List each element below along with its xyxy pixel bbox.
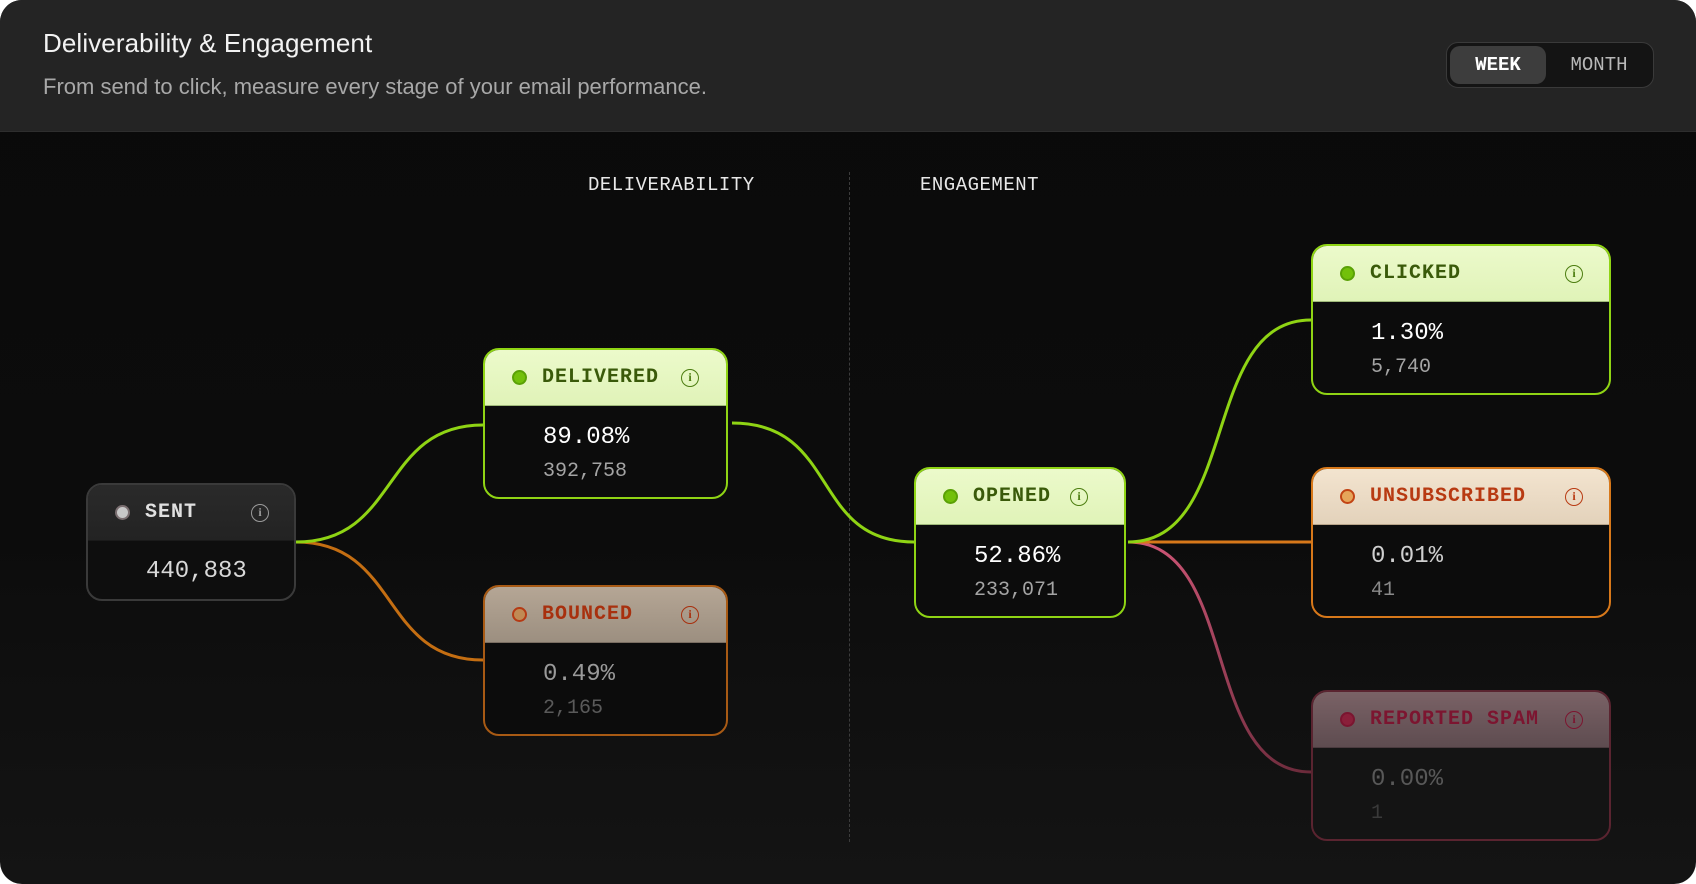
node-unsubscribed-count: 41 — [1371, 579, 1396, 602]
node-opened-percent: 52.86% — [974, 543, 1061, 570]
node-unsubscribed-label: UNSUBSCRIBED — [1370, 485, 1527, 508]
node-bounced[interactable]: BOUNCED i 0.49% 2,165 — [483, 585, 728, 736]
node-bounced-header: BOUNCED i — [485, 587, 726, 643]
status-dot-icon — [512, 370, 527, 385]
node-sent[interactable]: SENT i 440,883 — [86, 483, 296, 601]
link-sent-bounced — [295, 540, 484, 662]
node-clicked-header: CLICKED i — [1313, 246, 1609, 302]
info-icon[interactable]: i — [681, 605, 699, 624]
node-delivered-header: DELIVERED i — [485, 350, 726, 406]
card-subtitle: From send to click, measure every stage … — [43, 74, 707, 99]
status-dot-icon — [1340, 266, 1355, 281]
node-opened-label: OPENED — [973, 485, 1052, 508]
info-icon[interactable]: i — [251, 503, 269, 522]
status-dot-icon — [115, 505, 130, 520]
node-reported-spam-count: 1 — [1371, 802, 1384, 825]
card-header: Deliverability & Engagement From send to… — [0, 0, 1696, 132]
node-unsubscribed-percent: 0.01% — [1371, 543, 1444, 570]
period-option-week[interactable]: WEEK — [1450, 46, 1546, 84]
link-opened-clicked — [1127, 318, 1312, 544]
node-reported-spam[interactable]: REPORTED SPAM i 0.00% 1 — [1311, 690, 1611, 841]
node-opened-count: 233,071 — [974, 579, 1059, 602]
node-clicked-label: CLICKED — [1370, 262, 1462, 285]
card-title: Deliverability & Engagement — [43, 28, 373, 58]
node-clicked-percent: 1.30% — [1371, 320, 1444, 347]
node-bounced-percent: 0.49% — [543, 661, 616, 688]
info-icon[interactable]: i — [1565, 487, 1583, 506]
node-clicked[interactable]: CLICKED i 1.30% 5,740 — [1311, 244, 1611, 395]
node-opened[interactable]: OPENED i 52.86% 233,071 — [914, 467, 1126, 618]
info-icon[interactable]: i — [1565, 264, 1583, 283]
node-reported-spam-label: REPORTED SPAM — [1370, 708, 1540, 731]
node-bounced-label: BOUNCED — [542, 603, 634, 626]
info-icon[interactable]: i — [1565, 710, 1583, 729]
node-clicked-count: 5,740 — [1371, 356, 1432, 379]
status-dot-icon — [512, 607, 527, 622]
node-sent-header: SENT i — [88, 485, 294, 541]
node-bounced-count: 2,165 — [543, 697, 604, 720]
node-opened-header: OPENED i — [916, 469, 1124, 525]
node-sent-value: 440,883 — [146, 558, 247, 585]
node-delivered-label: DELIVERED — [542, 366, 660, 389]
node-delivered-percent: 89.08% — [543, 424, 630, 451]
node-sent-label: SENT — [145, 501, 198, 524]
node-unsubscribed[interactable]: UNSUBSCRIBED i 0.01% 41 — [1311, 467, 1611, 618]
node-reported-spam-header: REPORTED SPAM i — [1313, 692, 1609, 748]
node-reported-spam-percent: 0.00% — [1371, 766, 1444, 793]
link-sent-delivered — [295, 423, 484, 544]
status-dot-icon — [1340, 489, 1355, 504]
info-icon[interactable]: i — [681, 368, 699, 387]
period-toggle[interactable]: WEEK MONTH — [1446, 42, 1654, 88]
section-label-deliverability: DELIVERABILITY — [588, 174, 755, 196]
node-delivered[interactable]: DELIVERED i 89.08% 392,758 — [483, 348, 728, 499]
link-delivered-opened — [731, 421, 915, 544]
status-dot-icon — [943, 489, 958, 504]
section-divider — [849, 172, 850, 842]
status-dot-icon — [1340, 712, 1355, 727]
node-delivered-count: 392,758 — [543, 460, 628, 483]
link-opened-spam — [1127, 540, 1312, 774]
section-label-engagement: ENGAGEMENT — [920, 174, 1040, 196]
info-icon[interactable]: i — [1070, 487, 1088, 506]
node-unsubscribed-header: UNSUBSCRIBED i — [1313, 469, 1609, 525]
period-option-month[interactable]: MONTH — [1570, 54, 1628, 76]
